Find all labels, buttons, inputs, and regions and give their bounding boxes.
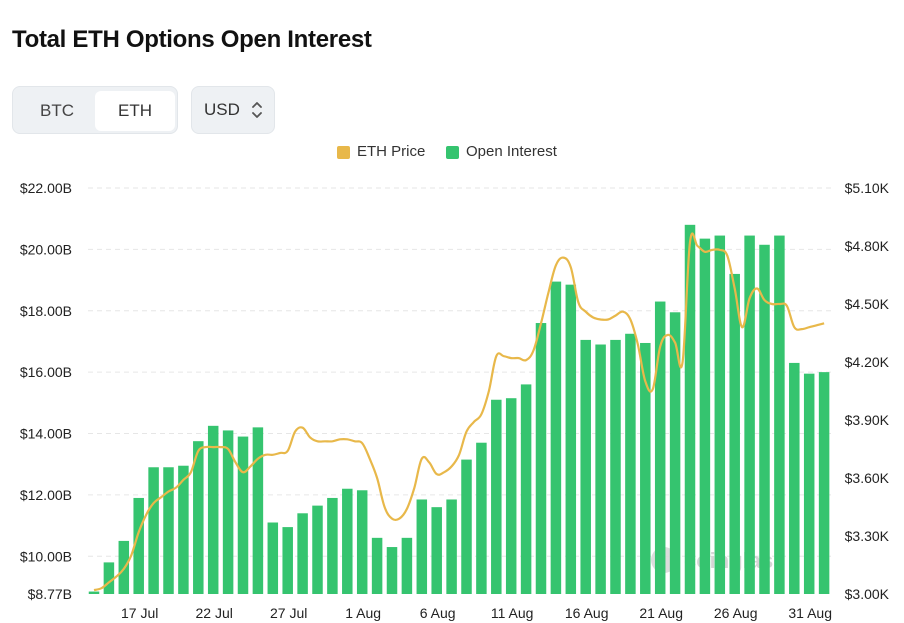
- x-axis-tick-label: 11 Aug: [491, 605, 534, 621]
- open-interest-bar: [789, 362, 800, 594]
- right-axis-tick-label: $5.10K: [845, 180, 890, 196]
- open-interest-bar: [282, 527, 293, 594]
- left-axis-tick-label: $10.00B: [20, 548, 72, 564]
- left-axis-tick-label: $16.00B: [20, 364, 72, 380]
- currency-select[interactable]: USD: [191, 86, 275, 134]
- eth-toggle-button[interactable]: ETH: [95, 91, 175, 131]
- x-axis-tick-label: 22 Jul: [196, 605, 233, 621]
- open-interest-bar: [207, 425, 219, 594]
- open-interest-bar: [520, 384, 532, 594]
- open-interest-bar: [267, 522, 279, 594]
- open-interest-bar: [356, 490, 368, 594]
- right-axis-tick-label: $4.50K: [845, 296, 890, 312]
- open-interest-bar: [505, 398, 517, 594]
- x-axis-tick-label: 17 Jul: [121, 605, 158, 621]
- page-title: Total ETH Options Open Interest: [12, 26, 372, 53]
- open-interest-bar: [595, 344, 606, 594]
- x-axis-tick-label: 31 Aug: [788, 605, 832, 621]
- legend-swatch-open-interest: [446, 146, 459, 159]
- left-axis-tick-label: $8.77B: [28, 586, 72, 602]
- x-axis-tick-label: 1 Aug: [345, 605, 381, 621]
- open-interest-bar: [222, 430, 234, 594]
- open-interest-bar: [699, 238, 711, 594]
- open-interest-bar: [193, 441, 204, 594]
- left-axis-tick-label: $22.00B: [20, 180, 72, 196]
- open-interest-bar: [178, 465, 189, 594]
- open-interest-bar: [148, 467, 159, 594]
- open-interest-bar: [252, 427, 264, 594]
- open-interest-bar: [416, 499, 428, 594]
- open-interest-bar: [476, 442, 487, 594]
- open-interest-bar: [550, 281, 562, 594]
- legend-swatch-eth-price: [337, 146, 350, 159]
- open-interest-bar: [297, 513, 308, 594]
- right-axis-tick-label: $3.30K: [845, 528, 890, 544]
- open-interest-bar: [237, 436, 249, 594]
- right-axis-tick-label: $4.80K: [845, 238, 890, 254]
- left-axis-tick-label: $20.00B: [20, 241, 72, 257]
- open-interest-bar: [327, 497, 338, 594]
- legend-label-eth-price: ETH Price: [357, 143, 426, 160]
- right-axis-tick-label: $3.00K: [845, 586, 890, 602]
- open-interest-bar: [744, 235, 755, 594]
- open-interest-bar: [610, 339, 621, 594]
- left-axis-tick-label: $14.00B: [20, 426, 72, 442]
- open-interest-bar: [103, 562, 115, 594]
- open-interest-bar: [565, 284, 577, 594]
- open-interest-bar: [729, 273, 740, 594]
- open-interest-bar: [371, 537, 383, 594]
- open-interest-bar: [654, 301, 666, 594]
- up-down-chevron-icon: [252, 102, 262, 118]
- chart-legend: ETH Price Open Interest: [0, 143, 904, 163]
- open-interest-bar: [669, 312, 681, 594]
- open-interest-bar: [535, 323, 547, 594]
- left-axis-tick-label: $18.00B: [20, 303, 72, 319]
- x-axis-tick-label: 26 Aug: [714, 605, 758, 621]
- right-axis-tick-label: $4.20K: [845, 354, 890, 370]
- legend-label-open-interest: Open Interest: [466, 143, 557, 160]
- x-axis-tick-label: 6 Aug: [420, 605, 456, 621]
- open-interest-bar: [163, 467, 174, 594]
- open-interest-bar: [580, 339, 591, 594]
- open-interest-bar: [461, 459, 472, 594]
- right-axis-tick-label: $3.60K: [845, 470, 890, 486]
- open-interest-bar: [818, 372, 830, 594]
- eth-price-line: [93, 232, 825, 592]
- left-axis-tick-label: $12.00B: [20, 487, 72, 503]
- open-interest-bar: [431, 507, 442, 594]
- open-interest-bar: [759, 244, 770, 594]
- open-interest-bar: [386, 547, 398, 594]
- open-interest-bar: [401, 537, 413, 594]
- open-interest-bar: [342, 488, 353, 594]
- open-interest-bar: [714, 235, 726, 594]
- currency-select-value: USD: [204, 100, 240, 119]
- open-interest-bar: [312, 505, 323, 594]
- open-interest-bar: [88, 591, 100, 594]
- asset-toggle: BTC ETH: [12, 86, 178, 134]
- x-axis-tick-label: 16 Aug: [565, 605, 609, 621]
- open-interest-bar: [625, 333, 636, 594]
- open-interest-bar: [803, 373, 815, 594]
- open-interest-bar: [133, 497, 144, 594]
- right-axis-tick-label: $3.90K: [845, 412, 890, 428]
- open-interest-bar: [774, 235, 785, 594]
- open-interest-bar: [684, 224, 696, 595]
- x-axis-tick-label: 21 Aug: [639, 605, 683, 621]
- btc-toggle-button[interactable]: BTC: [40, 101, 74, 120]
- open-interest-bar: [446, 499, 457, 594]
- open-interest-bar: [491, 399, 502, 594]
- open-interest-bar: [640, 342, 651, 594]
- x-axis-tick-label: 27 Jul: [270, 605, 307, 621]
